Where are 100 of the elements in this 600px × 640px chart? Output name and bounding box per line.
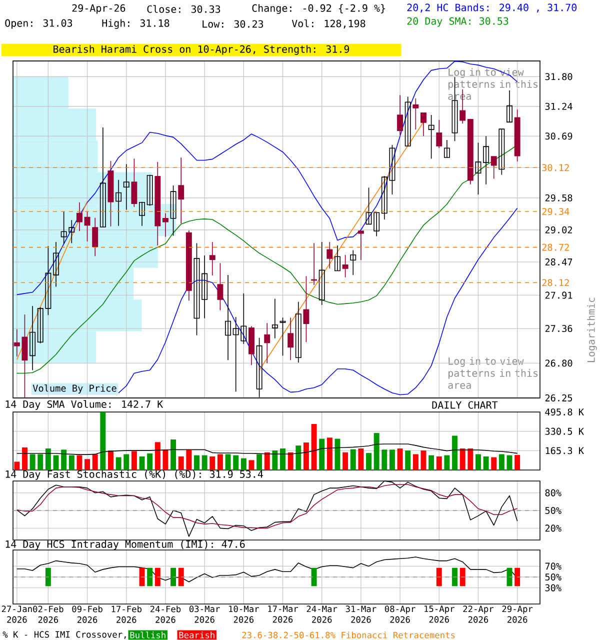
ref-line-label: 30.12	[542, 164, 569, 172]
y-tick-label: 50%	[545, 573, 562, 581]
bar	[374, 433, 380, 470]
candlestick	[366, 187, 372, 225]
bar	[248, 460, 254, 470]
y-tick-label: 27.91	[545, 292, 572, 299]
bar	[170, 439, 176, 470]
bar	[389, 450, 395, 470]
bar	[296, 446, 302, 470]
bar	[468, 448, 474, 470]
bar	[100, 412, 106, 470]
bar	[350, 449, 356, 470]
y-tick-label: 28.47	[545, 258, 572, 266]
bar	[76, 455, 82, 470]
chart-title: 14 Day Fast Stochastic (%K) (%D): 31.9 53.4	[6, 470, 263, 480]
x-tick-label: 22-Apr 2026	[463, 606, 494, 623]
bar	[397, 448, 403, 470]
bar	[420, 450, 426, 470]
ref-line-label: 28.72	[542, 244, 569, 251]
bar	[240, 458, 246, 470]
text: Volume By Price	[32, 384, 116, 394]
candlestick	[162, 212, 168, 238]
bar	[68, 455, 74, 470]
bar	[460, 448, 466, 470]
text: Vol: 128,198	[292, 19, 366, 29]
candlestick	[202, 255, 208, 319]
candlestick	[444, 140, 450, 158]
candlestick	[100, 127, 106, 228]
bar	[116, 457, 122, 470]
bar	[311, 424, 317, 470]
bar	[217, 454, 223, 470]
y-tick-label: 330.5 K	[545, 428, 584, 435]
candlestick	[123, 164, 130, 210]
x-tick-label: 29-Apr 2026	[502, 606, 533, 623]
bar	[428, 455, 434, 470]
bar	[194, 455, 200, 470]
text: Open: 31.03	[5, 19, 72, 29]
bar	[186, 450, 192, 470]
candlestick	[53, 242, 59, 288]
bar	[178, 456, 184, 470]
chart-title: 14 Day HCS Intraday Momentum (IMI): 47.6	[6, 540, 245, 550]
candlestick	[209, 242, 216, 276]
y-tick-label: 30%	[545, 584, 562, 592]
bar	[272, 450, 278, 470]
chart-title: 14 Day SMA Volume: 142.7 K	[6, 400, 164, 410]
candlestick	[342, 254, 348, 278]
bar	[131, 451, 137, 470]
x-tick-label: 15-Apr 2026	[424, 606, 454, 623]
candlestick	[178, 157, 184, 224]
bar	[124, 454, 130, 470]
bar	[162, 450, 168, 470]
y-tick-label: 29.58	[545, 194, 572, 202]
bar	[483, 456, 489, 470]
text: 23.6-38.2-50-61.8% Fibonacci Retracements	[242, 632, 455, 638]
bar	[92, 454, 98, 470]
candlestick	[428, 114, 434, 160]
x-tick-label: 09-Feb 2026	[72, 606, 102, 623]
text: Bearish	[179, 632, 214, 638]
chart-subtitle: Bearish Harami Cross on 10-Apr-26, Strength: 31.9	[54, 45, 350, 55]
y-axis-title: Logarithmic	[587, 298, 597, 362]
candlestick	[506, 90, 512, 122]
text: 29-Apr-26	[72, 4, 126, 14]
x-tick-label: 08-Apr 2026	[384, 606, 416, 623]
candlestick	[295, 301, 302, 363]
candlestick	[436, 119, 442, 149]
bar	[506, 455, 512, 470]
bar	[326, 438, 332, 470]
bar	[38, 454, 44, 470]
bar	[319, 438, 325, 470]
text: 20 Day SMA: 30.53	[407, 17, 508, 27]
bar	[147, 453, 153, 470]
bar	[108, 450, 114, 470]
candlestick	[334, 245, 340, 272]
x-tick-label: 24-Mar 2026	[306, 606, 338, 623]
x-tick-label: 17-Mar 2026	[268, 606, 298, 623]
x-tick-label: 31-Mar 2026	[346, 606, 376, 623]
bar	[452, 436, 458, 470]
candlestick	[475, 142, 482, 195]
y-tick-label: 50%	[545, 506, 562, 514]
bar	[405, 450, 411, 470]
bar	[264, 452, 270, 470]
candlestick	[303, 276, 310, 343]
bar	[233, 455, 239, 470]
bar	[366, 453, 372, 470]
candlestick	[139, 201, 145, 226]
bar	[303, 442, 309, 470]
candlestick	[420, 112, 426, 137]
text: Low: 30.23	[202, 20, 264, 28]
bar	[382, 450, 388, 470]
bar	[53, 455, 59, 470]
bar	[444, 455, 450, 470]
y-tick-label: 80%	[545, 489, 562, 496]
bar	[139, 456, 145, 470]
bar	[514, 454, 520, 470]
candlestick	[194, 242, 200, 336]
bar	[334, 438, 340, 470]
text: 20,2 HC Bands: 29.40 , 31.70	[407, 4, 577, 12]
bar	[45, 448, 51, 470]
y-tick-label: 29.02	[545, 226, 572, 234]
candlestick	[225, 274, 231, 360]
